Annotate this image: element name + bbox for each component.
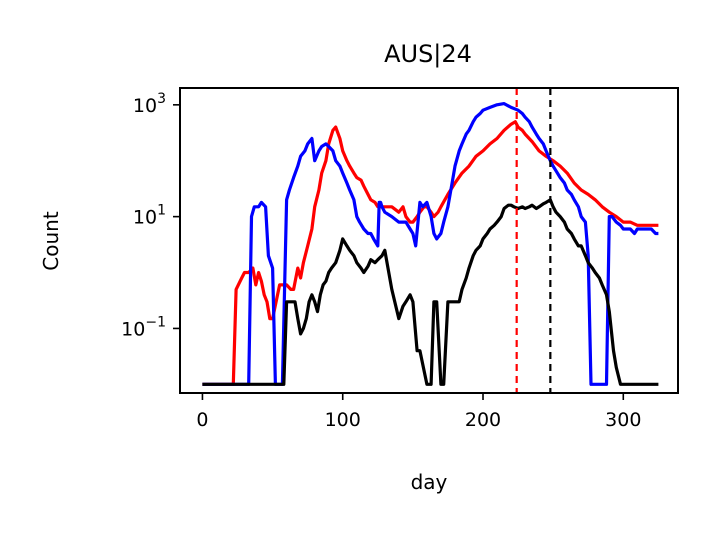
- y-axis-label: Count: [39, 211, 63, 271]
- series-line-2: [202, 102, 659, 386]
- x-tick-label: 0: [196, 409, 208, 431]
- y-tick-label: 103: [133, 91, 166, 117]
- y-tick-label: 10−1: [121, 314, 166, 340]
- axes-frame: [179, 87, 679, 394]
- series-line-1: [202, 120, 659, 386]
- chart-title: AUS|24: [384, 40, 472, 68]
- x-tick-label: 100: [325, 409, 361, 431]
- plot-area: [202, 88, 659, 393]
- x-tick-label: 200: [465, 409, 501, 431]
- x-axis: 0 100 200 300: [196, 393, 641, 431]
- y-tick-label: 101: [133, 203, 166, 229]
- y-axis: 10−1 101 103: [121, 91, 180, 340]
- x-axis-label: day: [411, 470, 448, 494]
- x-tick-label: 300: [605, 409, 641, 431]
- series-line-3: [202, 198, 659, 386]
